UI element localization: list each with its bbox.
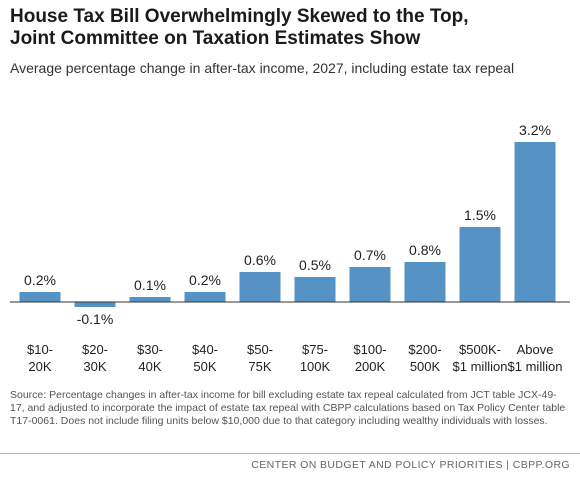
value-label-5: 0.5% (299, 257, 331, 273)
bar-6 (349, 267, 391, 302)
category-label-6: $100-200K (353, 342, 386, 374)
bar-7 (404, 262, 446, 302)
value-label-1: -0.1% (77, 311, 114, 327)
category-label-5: $75-100K (300, 342, 331, 374)
category-label-7: $200-500K (408, 342, 441, 374)
category-label-4: $50-75K (247, 342, 273, 374)
bar-2 (129, 297, 171, 302)
category-label-2: $30-40K (137, 342, 163, 374)
value-label-2: 0.1% (134, 277, 166, 293)
bar-8 (459, 227, 501, 302)
bar-4 (239, 272, 281, 302)
category-label-0: $10-20K (27, 342, 53, 374)
bar-5 (294, 277, 336, 302)
source-note: Source: Percentage changes in after-tax … (10, 389, 566, 427)
chart-title-line-2: Joint Committee on Taxation Estimates Sh… (10, 28, 421, 49)
footer-divider (0, 453, 580, 454)
value-label-0: 0.2% (24, 272, 56, 288)
chart-title: House Tax Bill Overwhelmingly Skewed to … (10, 6, 570, 50)
category-label-1: $20-30K (82, 342, 108, 374)
chart-subtitle: Average percentage change in after-tax i… (10, 60, 515, 76)
value-label-3: 0.2% (189, 272, 221, 288)
chart-title-line-1: House Tax Bill Overwhelmingly Skewed to … (10, 6, 469, 27)
value-label-6: 0.7% (354, 247, 386, 263)
category-label-9: Above $1 million (508, 342, 563, 374)
category-label-3: $40-50K (192, 342, 218, 374)
value-label-7: 0.8% (409, 242, 441, 258)
bar-0 (19, 292, 61, 302)
bar-9 (514, 142, 556, 302)
value-label-9: 3.2% (519, 122, 551, 138)
bar-chart: 0.2% $10-20K -0.1% $20-30K 0.1% $30-40K 0.2% $4… (10, 122, 570, 374)
footer-credit: CENTER ON BUDGET AND POLICY PRIORITIES |… (251, 459, 570, 471)
bar-1 (74, 302, 116, 307)
value-label-4: 0.6% (244, 252, 276, 268)
value-label-8: 1.5% (464, 207, 496, 223)
category-label-8: $500K-$1 million (453, 342, 508, 374)
bar-3 (184, 292, 226, 302)
